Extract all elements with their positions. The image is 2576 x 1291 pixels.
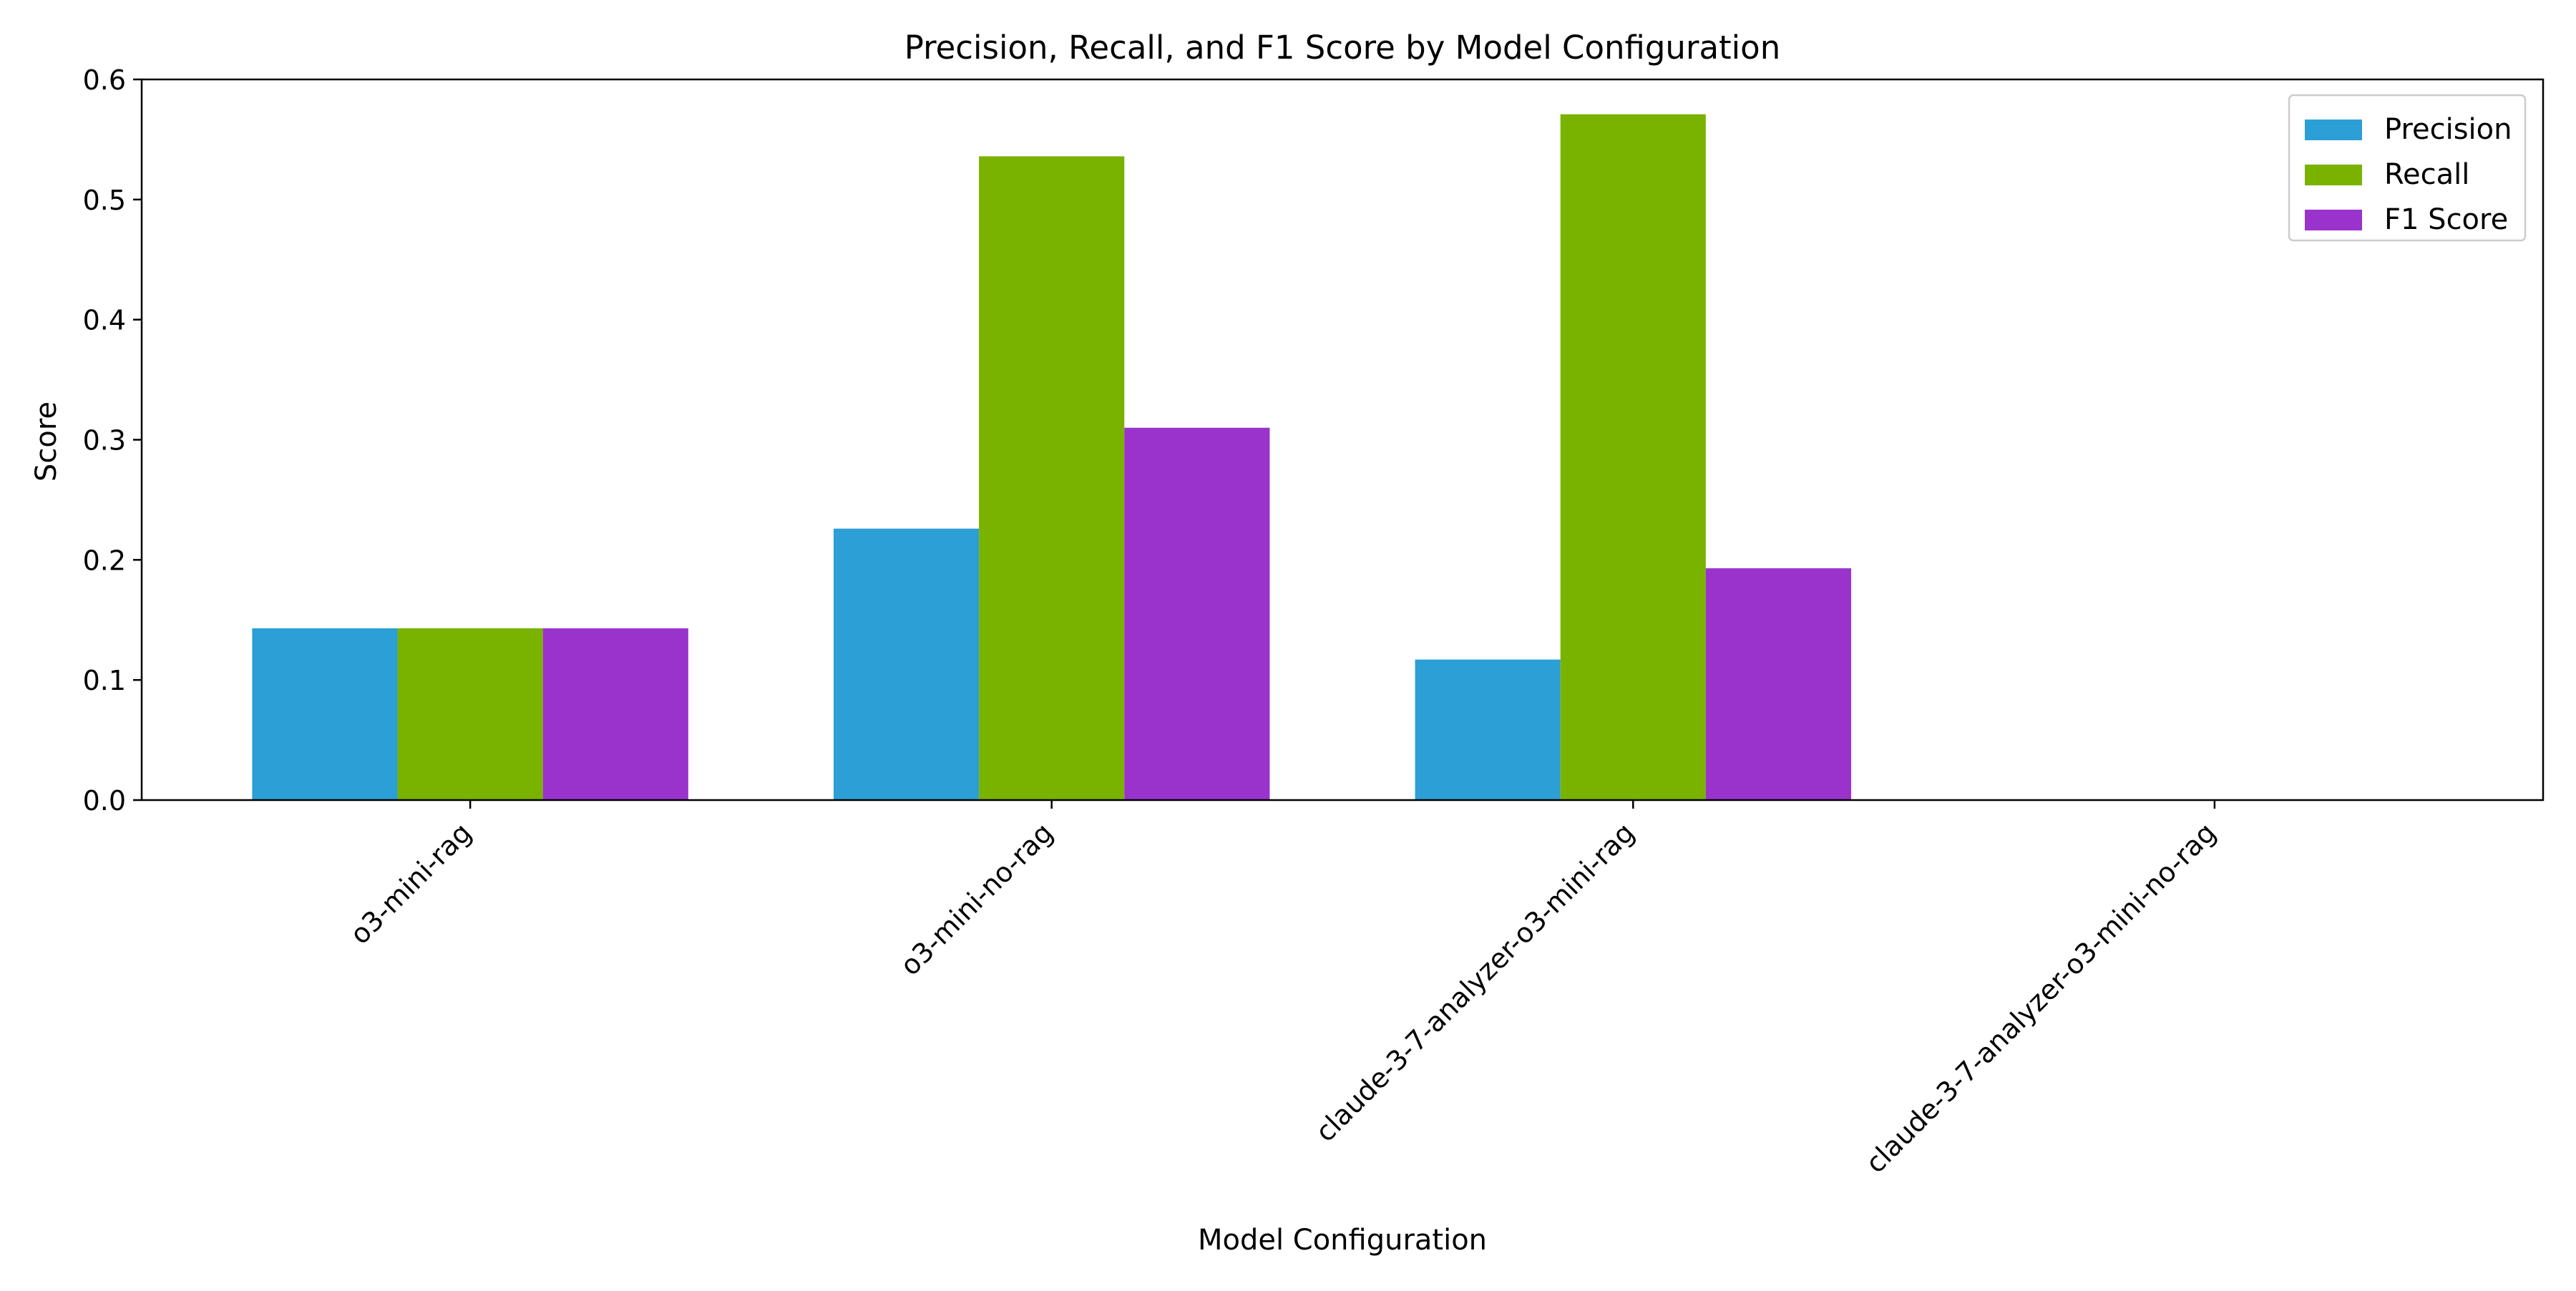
- y-tick-label-2: 0.2: [83, 545, 126, 576]
- bar-precision-2: [1415, 659, 1561, 800]
- y-tick-label-4: 0.4: [83, 305, 126, 336]
- bar-precision-0: [252, 628, 398, 800]
- y-axis-label: Score: [30, 401, 63, 482]
- bar-recall-1: [979, 156, 1125, 800]
- legend-swatch-precision: [2305, 120, 2362, 140]
- y-tick-label-0: 0.0: [83, 785, 126, 817]
- bar-f1-score-0: [542, 628, 688, 800]
- y-tick-label-3: 0.3: [83, 425, 126, 457]
- bar-precision-1: [833, 528, 980, 800]
- y-tick-label-1: 0.1: [83, 665, 126, 696]
- bar-recall-0: [397, 628, 543, 800]
- bar-f1-score-1: [1124, 427, 1270, 800]
- bar-recall-2: [1560, 114, 1706, 801]
- x-axis-label: Model Configuration: [1198, 1224, 1487, 1257]
- bars-layer: [252, 114, 1852, 801]
- legend-label-precision: Precision: [2384, 113, 2512, 146]
- y-tick-label-6: 0.6: [83, 64, 126, 96]
- legend-label-f1-score: F1 Score: [2384, 203, 2508, 236]
- chart-title: Precision, Recall, and F1 Score by Model…: [904, 29, 1780, 67]
- legend-swatch-recall: [2305, 165, 2362, 185]
- legend-swatch-f1-score: [2305, 210, 2362, 230]
- legend-label-recall: Recall: [2384, 158, 2469, 191]
- bar-f1-score-2: [1705, 568, 1852, 800]
- y-tick-label-5: 0.5: [83, 185, 126, 216]
- legend: Precision Recall F1 Score: [2288, 94, 2527, 242]
